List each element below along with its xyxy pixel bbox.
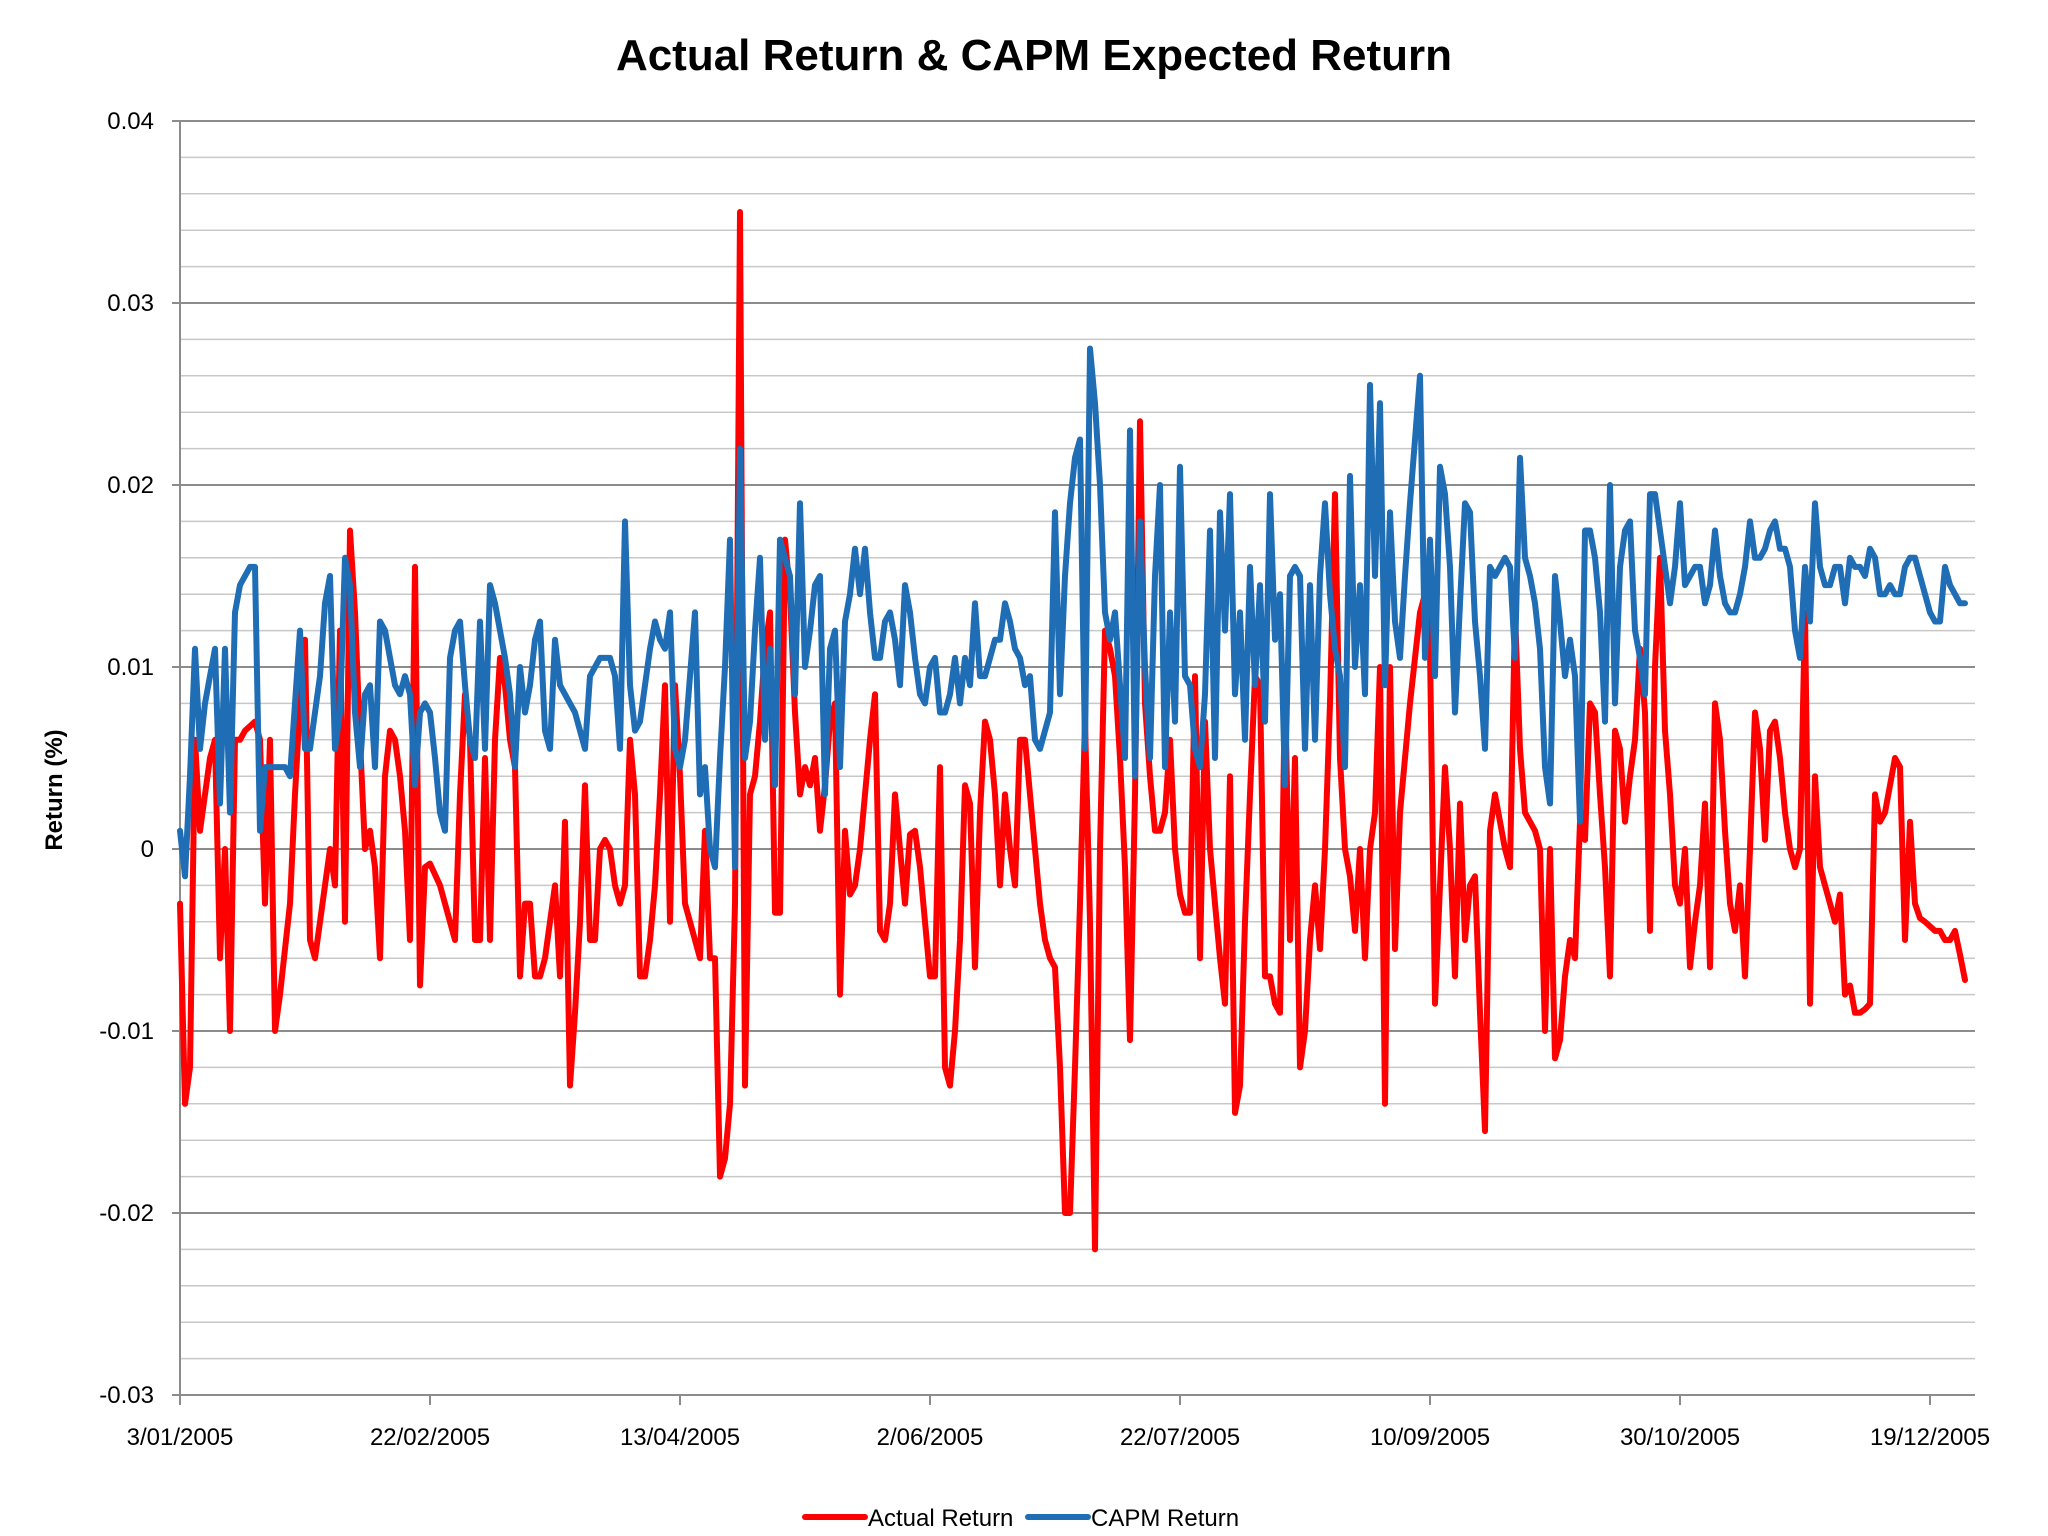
- x-tick-label: 10/09/2005: [1370, 1424, 1490, 1451]
- x-tick-label: 22/07/2005: [1120, 1424, 1240, 1451]
- x-tick-label: 30/10/2005: [1620, 1424, 1740, 1451]
- series-line-actual-return: [177, 209, 1968, 1253]
- legend-label: Actual Return: [868, 1505, 1013, 1532]
- y-tick-label: 0.04: [107, 108, 154, 135]
- y-tick-label: 0.01: [107, 654, 154, 681]
- y-tick-label: 0.03: [107, 290, 154, 317]
- y-tick-label: -0.01: [99, 1018, 154, 1045]
- y-axis-label: Return (%): [41, 729, 68, 850]
- y-axis-ticks: -0.03 -0.02 -0.01 0 0.01 0.02 0.03 0.04: [99, 108, 180, 1409]
- y-tick-label: -0.02: [99, 1200, 154, 1227]
- series-lines: [177, 209, 1968, 1253]
- x-tick-label: 19/12/2005: [1870, 1424, 1990, 1451]
- x-tick-label: 13/04/2005: [620, 1424, 740, 1451]
- legend-label: CAPM Return: [1091, 1505, 1239, 1532]
- y-tick-label: -0.03: [99, 1382, 154, 1409]
- series-line-capm-return: [177, 345, 1968, 880]
- legend: Actual Return CAPM Return: [802, 1505, 1239, 1532]
- x-axis-ticks: 3/01/2005 22/02/2005 13/04/2005 2/06/2005 22…: [127, 1395, 1990, 1451]
- y-tick-label: 0: [141, 836, 154, 863]
- y-tick-label: 0.02: [107, 472, 154, 499]
- axes: [179, 121, 1975, 1396]
- x-tick-label: 3/01/2005: [127, 1424, 234, 1451]
- x-tick-label: 22/02/2005: [370, 1424, 490, 1451]
- x-tick-label: 2/06/2005: [877, 1424, 984, 1451]
- chart-title: Actual Return & CAPM Expected Return: [616, 31, 1452, 80]
